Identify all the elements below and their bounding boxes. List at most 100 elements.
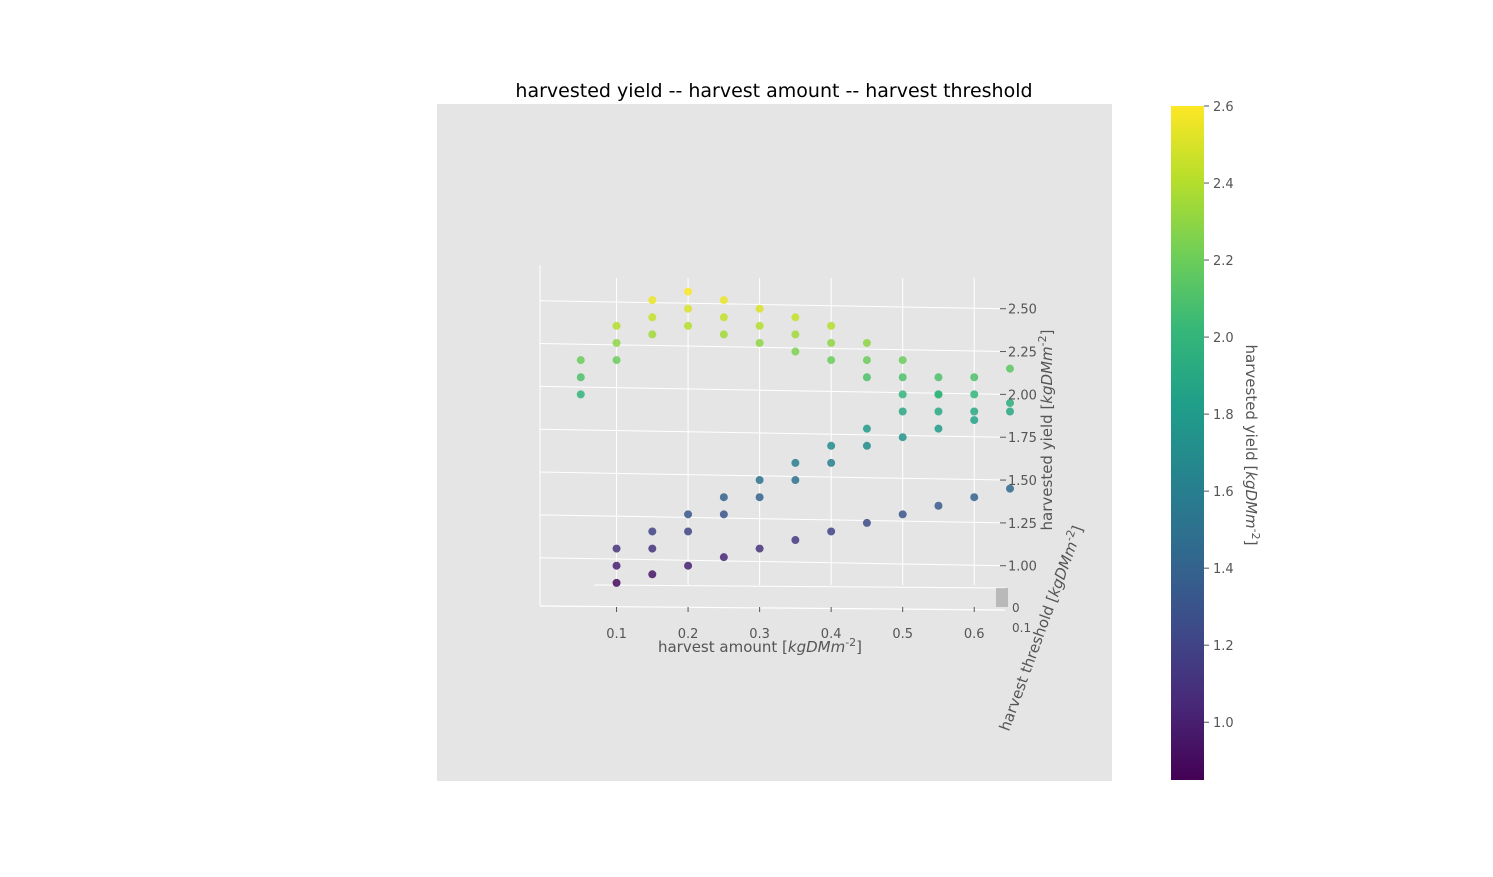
depth-tick-label: 0 bbox=[1012, 601, 1020, 615]
x-tick-labels: 0.1 0.2 0.3 0.4 0.5 0.6 bbox=[606, 607, 985, 642]
data-point bbox=[648, 570, 657, 579]
data-point bbox=[684, 304, 693, 313]
data-point bbox=[719, 296, 728, 305]
data-point bbox=[970, 416, 979, 425]
data-point bbox=[898, 433, 907, 442]
data-point bbox=[791, 330, 800, 339]
data-point bbox=[898, 510, 907, 519]
x-tick-label: 0.3 bbox=[749, 627, 770, 642]
y-tick-label: 1.50 bbox=[1008, 474, 1037, 489]
data-point bbox=[1006, 484, 1014, 493]
data-point bbox=[648, 296, 657, 305]
data-point bbox=[827, 441, 836, 450]
data-point bbox=[934, 407, 943, 416]
depth-ticks: 00.1 bbox=[996, 588, 1031, 635]
data-point bbox=[612, 544, 621, 553]
y-grid-line bbox=[539, 428, 1006, 438]
data-point bbox=[719, 313, 728, 322]
colorbar-tick-label: 1.2 bbox=[1213, 639, 1234, 654]
data-point bbox=[898, 373, 907, 382]
data-point bbox=[648, 544, 657, 553]
data-point bbox=[827, 527, 836, 536]
data-point bbox=[791, 347, 800, 356]
data-point bbox=[791, 476, 800, 485]
data-point bbox=[612, 356, 621, 365]
data-point bbox=[827, 338, 836, 347]
data-point bbox=[862, 424, 871, 433]
colorbar-tick-label: 2.6 bbox=[1213, 100, 1234, 115]
colorbar-ticks: 1.0 1.2 1.4 1.6 1.8 2.0 2.2 2.4 2.6 bbox=[1204, 100, 1234, 731]
data-point bbox=[719, 493, 728, 502]
colorbar-tick-label: 1.8 bbox=[1213, 408, 1234, 423]
data-point bbox=[684, 527, 693, 536]
data-point bbox=[862, 518, 871, 527]
x-axis-label: harvest amount [kgDMm-2] bbox=[658, 636, 862, 656]
depth-tick-label: 0.1 bbox=[1012, 621, 1031, 635]
data-point bbox=[1006, 364, 1014, 373]
data-point bbox=[862, 441, 871, 450]
y-tick-labels: 1.00 1.25 1.50 1.75 2.00 2.25 2.50 bbox=[1000, 303, 1037, 575]
data-point bbox=[898, 407, 907, 416]
data-point bbox=[755, 493, 764, 502]
data-point bbox=[684, 561, 693, 570]
x-tick-label: 0.4 bbox=[821, 627, 842, 642]
data-point bbox=[862, 338, 871, 347]
data-point bbox=[934, 390, 943, 399]
data-point bbox=[827, 321, 836, 330]
y-grid-line bbox=[539, 385, 1006, 395]
chart-title: harvested yield -- harvest amount -- har… bbox=[515, 80, 1032, 102]
data-point bbox=[1006, 398, 1014, 407]
x-tick-label: 0.6 bbox=[964, 627, 985, 642]
data-point bbox=[898, 390, 907, 399]
data-point bbox=[791, 458, 800, 467]
data-point bbox=[970, 373, 979, 382]
colorbar-tick-label: 2.2 bbox=[1213, 254, 1234, 269]
data-point bbox=[719, 330, 728, 339]
colorbar-tick-label: 1.4 bbox=[1213, 562, 1234, 577]
data-point bbox=[576, 373, 585, 382]
y-tick-label: 2.50 bbox=[1008, 303, 1037, 318]
colorbar-label: harvested yield [kgDMm-2] bbox=[1242, 345, 1262, 546]
data-point bbox=[755, 544, 764, 553]
floor-back-edge bbox=[593, 584, 1006, 589]
data-point bbox=[898, 356, 907, 365]
colorbar-tick-label: 1.0 bbox=[1213, 716, 1234, 731]
data-point bbox=[576, 390, 585, 399]
y-grid-line bbox=[539, 514, 1006, 524]
data-point bbox=[684, 287, 693, 296]
y-tick-label: 1.25 bbox=[1008, 517, 1037, 532]
data-point bbox=[684, 321, 693, 330]
data-point bbox=[827, 458, 836, 467]
data-point bbox=[648, 527, 657, 536]
data-point bbox=[970, 390, 979, 399]
plot-background bbox=[437, 104, 1112, 781]
data-point bbox=[719, 510, 728, 519]
data-point bbox=[648, 313, 657, 322]
data-point bbox=[1006, 407, 1014, 416]
data-point bbox=[791, 313, 800, 322]
data-point bbox=[970, 407, 979, 416]
y-tick-label: 2.25 bbox=[1008, 346, 1037, 361]
y-axis-label: harvested yield [kgDMm-2] bbox=[1036, 330, 1056, 531]
data-point bbox=[862, 373, 871, 382]
data-point bbox=[934, 424, 943, 433]
data-point bbox=[862, 356, 871, 365]
data-point bbox=[827, 356, 836, 365]
data-point bbox=[791, 536, 800, 545]
y-grid-line bbox=[539, 471, 1006, 481]
y-tick-label: 1.00 bbox=[1008, 560, 1037, 575]
data-point bbox=[755, 338, 764, 347]
x-tick-label: 0.5 bbox=[892, 627, 913, 642]
data-point bbox=[612, 578, 621, 587]
floor-edge bbox=[539, 605, 1006, 611]
data-point bbox=[934, 373, 943, 382]
x-tick-label: 0.2 bbox=[678, 627, 699, 642]
data-point bbox=[576, 356, 585, 365]
data-point bbox=[755, 304, 764, 313]
colorbar-tick-label: 2.0 bbox=[1213, 331, 1234, 346]
data-point bbox=[684, 510, 693, 519]
data-point bbox=[970, 493, 979, 502]
y-grid-line bbox=[539, 557, 1006, 567]
